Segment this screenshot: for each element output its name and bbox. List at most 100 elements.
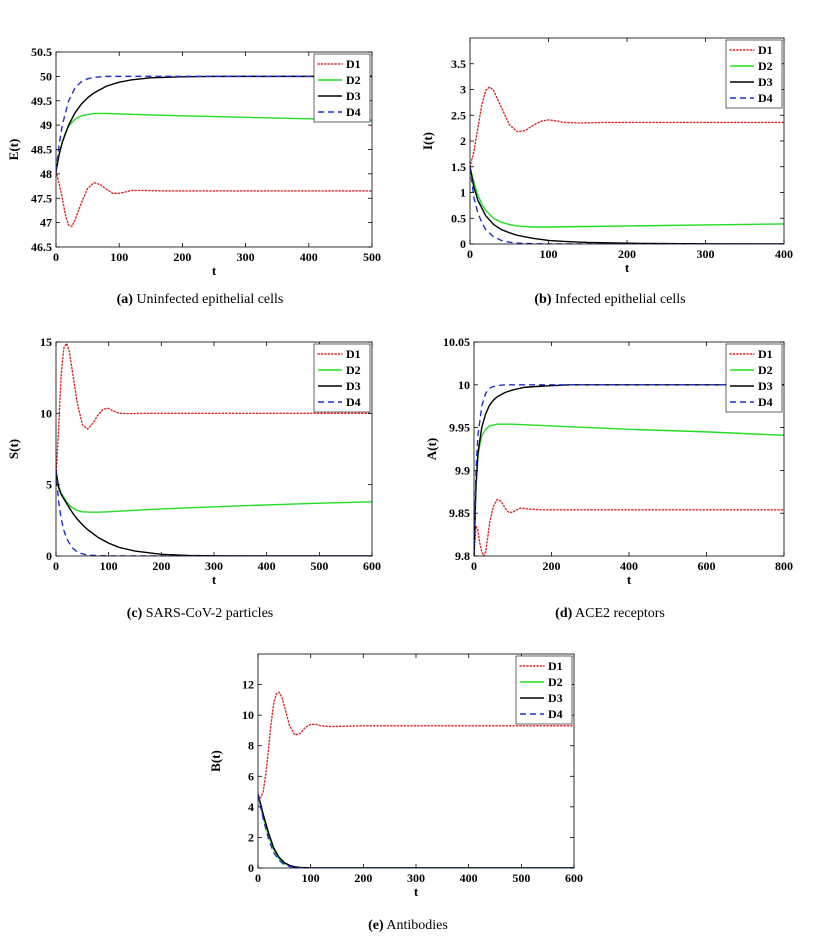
series-line-d3 [258, 794, 574, 868]
series-group [470, 86, 784, 244]
legend-label-d1: D1 [346, 57, 361, 71]
y-tick-label: 4 [248, 800, 254, 814]
y-tick-label: 9.85 [449, 506, 470, 520]
y-tick-label: 0 [460, 237, 466, 251]
y-tick-label: 6 [248, 769, 254, 783]
x-axis-label: t [212, 572, 217, 587]
series-line-d1 [56, 170, 372, 228]
y-tick-label: 15 [40, 336, 52, 349]
y-tick-label: 10 [40, 406, 52, 420]
caption-c: (c) SARS-CoV-2 particles [126, 606, 274, 621]
legend-label-d4: D4 [758, 91, 773, 105]
caption-a: (a) Uninfected epithelial cells [116, 292, 284, 307]
legend-label-d3: D3 [346, 89, 361, 103]
y-tick-label: 48.5 [31, 143, 52, 157]
series-line-d3 [56, 75, 372, 172]
legend-label-d2: D2 [346, 363, 361, 377]
x-tick-label: 500 [310, 559, 328, 573]
y-axis-label: S(t) [6, 439, 21, 459]
legend-label-d2: D2 [548, 675, 563, 689]
legend-label-d3: D3 [548, 691, 563, 705]
caption-e: (e) Antibodies [368, 918, 448, 933]
x-tick-label: 300 [407, 871, 425, 885]
x-tick-label: 100 [100, 559, 118, 573]
x-tick-label: 600 [698, 559, 716, 573]
y-tick-label: 48 [40, 167, 52, 181]
series-line-d3 [470, 166, 784, 244]
legend-label-d4: D4 [758, 395, 773, 409]
y-tick-label: 47 [40, 216, 52, 230]
y-axis-label: I(t) [420, 132, 435, 150]
y-tick-label: 49.5 [31, 94, 52, 108]
y-axis-label: E(t) [6, 139, 21, 161]
y-tick-label: 46.5 [31, 240, 52, 254]
legend-label-d2: D2 [346, 73, 361, 87]
legend-label-d4: D4 [346, 105, 361, 119]
legend-label-d3: D3 [758, 75, 773, 89]
y-axis-label: B(t) [208, 750, 223, 772]
legend-label-d3: D3 [346, 379, 361, 393]
series-line-d2 [258, 794, 574, 868]
x-tick-label: 400 [300, 250, 318, 264]
caption-b: (b) Infected epithelial cells [534, 292, 686, 307]
x-tick-label: 500 [512, 871, 530, 885]
chart-antibodies: 0 100 200 300 400 500 600 0 2 4 6 8 10 12 t B(t) D1 D2 D3 D… [208, 653, 583, 899]
series-line-d1 [258, 691, 574, 799]
y-axis-label: A(t) [424, 438, 439, 460]
series-group [474, 384, 784, 556]
x-tick-label: 400 [460, 871, 478, 885]
y-tick-label: 50.5 [31, 45, 52, 59]
y-tick-label: 10.05 [443, 336, 470, 349]
legend-label-d1: D1 [758, 347, 773, 361]
series-line-d4 [470, 166, 784, 244]
y-tick-label: 10 [242, 708, 254, 722]
chart-sars-cov-2-particles: 0 100 200 300 400 500 600 0 5 10 15 t S(t) D1 D2 D3 D4 [6, 336, 381, 587]
y-tick-label: 10 [458, 378, 470, 392]
x-tick-label: 100 [540, 247, 558, 261]
legend-label-d2: D2 [758, 363, 773, 377]
legend-box [313, 343, 371, 413]
x-tick-label: 200 [354, 871, 372, 885]
y-tick-label: 0.5 [451, 211, 466, 225]
x-tick-label: 200 [152, 559, 170, 573]
series-line-d4 [56, 470, 372, 556]
legend-label-d1: D1 [758, 43, 773, 57]
x-tick-label: 0 [53, 559, 59, 573]
y-tick-label: 0 [46, 549, 52, 563]
legend-box [725, 343, 783, 413]
x-tick-label: 100 [110, 250, 128, 264]
legend-label-d2: D2 [758, 59, 773, 73]
y-tick-label: 3.5 [451, 57, 466, 71]
x-tick-label: 100 [302, 871, 320, 885]
chart-ace2-receptors: 0 200 400 600 800 9.8 9.85 9.9 9.95 10 10.05 t A(t) D… [424, 336, 793, 587]
legend-label-d3: D3 [758, 379, 773, 393]
x-tick-label: 400 [620, 559, 638, 573]
y-tick-label: 9.8 [455, 549, 470, 563]
caption-d: (d) ACE2 receptors [555, 606, 665, 621]
x-tick-label: 200 [543, 559, 561, 573]
series-line-d2 [474, 423, 784, 556]
series-line-d1 [56, 342, 372, 479]
series-line-d3 [56, 470, 372, 556]
y-tick-label: 5 [46, 478, 52, 492]
x-tick-label: 800 [775, 559, 793, 573]
y-tick-label: 0 [248, 861, 254, 875]
series-line-d2 [470, 166, 784, 228]
x-axis-label: t [414, 884, 419, 899]
x-tick-label: 400 [258, 559, 276, 573]
y-tick-label: 2 [248, 830, 254, 844]
legend-label-d4: D4 [346, 395, 361, 409]
y-tick-label: 49 [40, 118, 52, 132]
y-tick-label: 47.5 [31, 191, 52, 205]
y-tick-label: 12 [242, 678, 254, 692]
x-tick-label: 300 [237, 250, 255, 264]
y-tick-label: 9.9 [455, 463, 470, 477]
legend-box [515, 655, 573, 725]
series-line-d3 [474, 384, 784, 556]
x-axis-label: t [625, 260, 630, 275]
legend-box [725, 39, 783, 109]
series-line-d2 [56, 477, 372, 513]
legend-label-d1: D1 [548, 659, 563, 673]
series-line-d4 [258, 794, 574, 868]
x-tick-label: 0 [467, 247, 473, 261]
